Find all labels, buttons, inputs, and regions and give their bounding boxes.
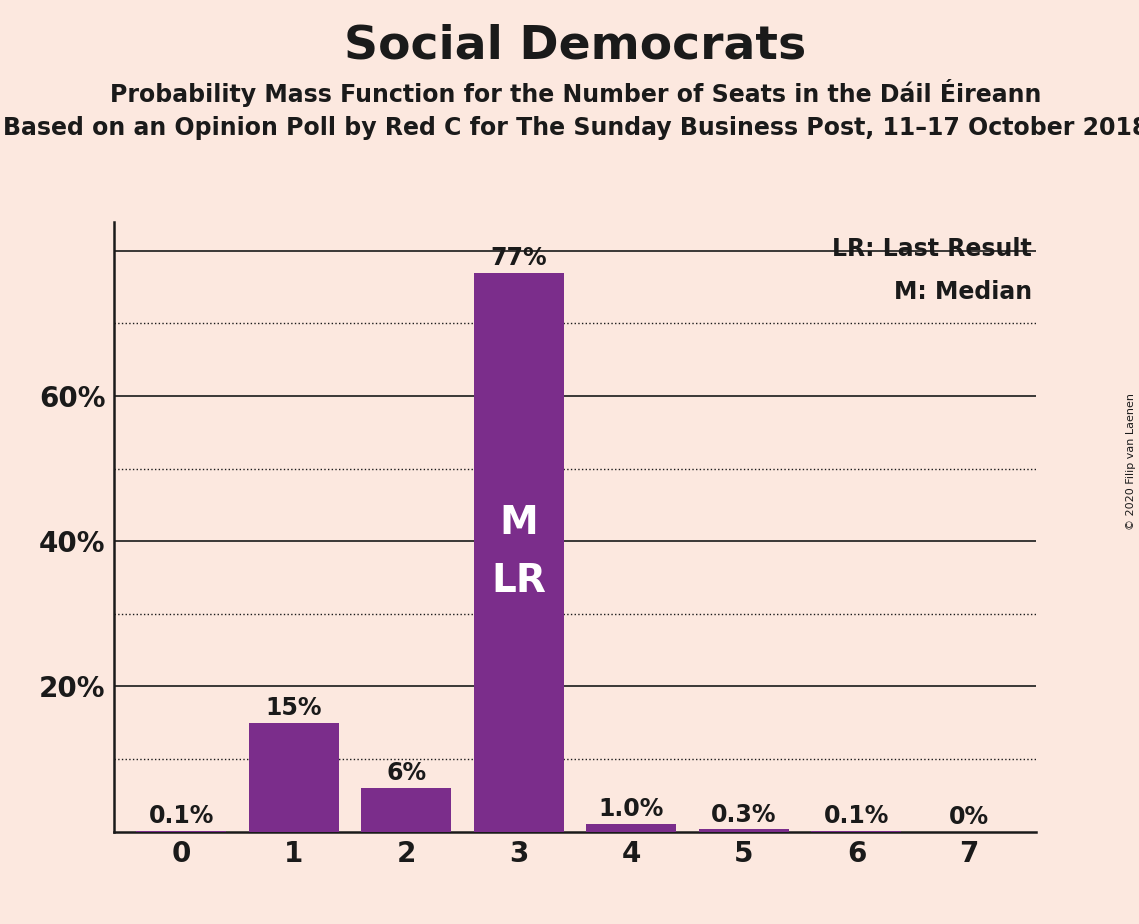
- Bar: [361, 788, 451, 832]
- Text: 77%: 77%: [491, 246, 547, 270]
- Text: 1.0%: 1.0%: [599, 797, 664, 821]
- Text: 6%: 6%: [386, 761, 426, 785]
- Text: 0.1%: 0.1%: [823, 804, 890, 828]
- Text: Social Democrats: Social Democrats: [344, 23, 806, 68]
- Text: © 2020 Filip van Laenen: © 2020 Filip van Laenen: [1126, 394, 1136, 530]
- Text: M: Median: M: Median: [894, 280, 1032, 304]
- Text: 0.3%: 0.3%: [711, 803, 777, 827]
- Text: LR: LR: [492, 562, 547, 600]
- Text: 0.1%: 0.1%: [149, 804, 214, 828]
- Text: M: M: [500, 505, 539, 542]
- Bar: [699, 830, 789, 832]
- Text: Based on an Opinion Poll by Red C for The Sunday Business Post, 11–17 October 20: Based on an Opinion Poll by Red C for Th…: [2, 116, 1139, 140]
- Text: 0%: 0%: [949, 805, 989, 829]
- Bar: [474, 273, 564, 832]
- Text: LR: Last Result: LR: Last Result: [833, 237, 1032, 261]
- Bar: [587, 824, 677, 832]
- Text: 15%: 15%: [265, 696, 322, 720]
- Text: Probability Mass Function for the Number of Seats in the Dáil Éireann: Probability Mass Function for the Number…: [109, 79, 1041, 106]
- Bar: [249, 723, 339, 832]
